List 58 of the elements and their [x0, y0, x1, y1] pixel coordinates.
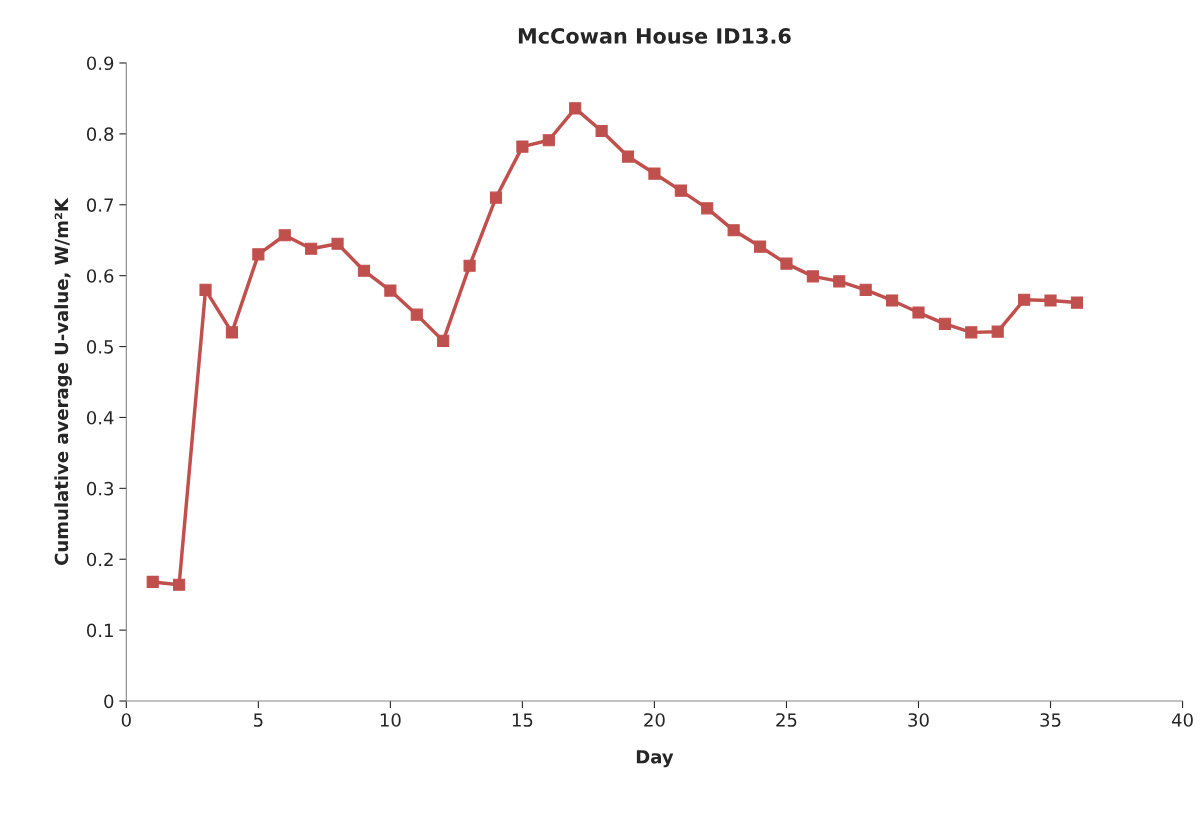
point: [1070, 296, 1083, 309]
point: [437, 334, 450, 347]
point: [806, 270, 819, 283]
point: [173, 578, 186, 591]
point: [674, 184, 687, 197]
point: [1018, 293, 1031, 306]
x-tick-label: 20: [644, 713, 665, 727]
x-tick-label: 5: [253, 713, 263, 727]
y-tick-label: 0.7: [86, 198, 113, 212]
point: [278, 229, 291, 242]
point: [991, 325, 1004, 338]
x-tick-label: 35: [1040, 713, 1061, 727]
point: [384, 284, 397, 297]
x-tick-label: 15: [512, 713, 533, 727]
point: [859, 283, 872, 296]
point: [542, 134, 555, 147]
point: [753, 240, 767, 253]
point: [727, 224, 740, 237]
point: [331, 237, 344, 250]
point: [701, 202, 714, 215]
point: [252, 248, 265, 261]
point: [225, 326, 239, 339]
point: [595, 124, 608, 138]
y-axis-title: Cumulative average U-value, W/m²K: [54, 197, 72, 565]
point: [780, 257, 793, 270]
x-tick-label: 0: [121, 713, 131, 727]
x-tick-label: 40: [1171, 713, 1193, 727]
point: [199, 283, 212, 296]
point: [648, 167, 661, 180]
point: [357, 264, 371, 277]
x-tick-label: 30: [908, 713, 929, 727]
y-tick-label: 0.2: [86, 552, 113, 567]
x-tick-label: 25: [776, 713, 797, 727]
y-tick-label: 0.1: [86, 623, 113, 638]
point: [489, 191, 503, 204]
point: [938, 317, 951, 330]
point: [833, 275, 846, 288]
point: [912, 306, 925, 319]
chart-title: McCowan House ID13.6: [518, 28, 791, 44]
y-tick-label: 0.3: [86, 481, 114, 496]
y-tick-label: 0: [104, 694, 114, 709]
y-tick-label: 0.8: [86, 127, 114, 141]
point: [463, 259, 476, 272]
y-tick-label: 0.5: [86, 340, 113, 354]
point: [146, 575, 159, 588]
point: [569, 102, 582, 115]
point: [886, 294, 899, 307]
x-tick-label: 10: [380, 713, 401, 727]
point: [410, 308, 423, 321]
point: [1044, 294, 1057, 307]
point: [965, 326, 978, 339]
y-tick-label: 0.6: [86, 269, 114, 283]
point: [516, 140, 529, 153]
y-tick-label: 0.9: [86, 56, 114, 71]
point: [621, 150, 635, 163]
x-axis-title: Day: [636, 750, 674, 768]
point: [305, 242, 318, 255]
y-tick-label: 0.4: [86, 410, 114, 425]
